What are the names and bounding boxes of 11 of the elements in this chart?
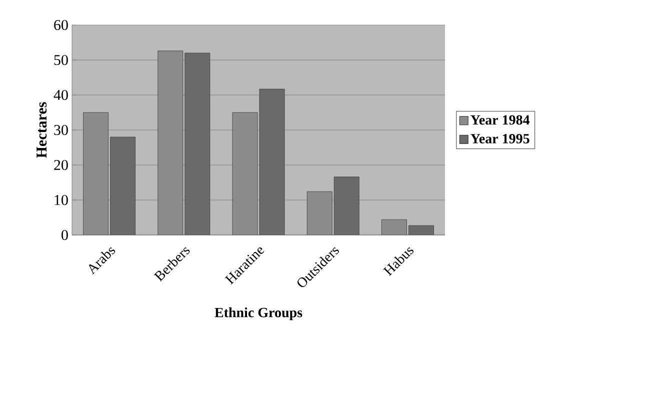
y-tick-label: 50 bbox=[54, 54, 68, 66]
x-axis-title: Ethnic Groups bbox=[214, 307, 302, 320]
legend-label: Year 1995 bbox=[470, 134, 530, 144]
y-tick-label: 40 bbox=[54, 90, 68, 100]
y-tick-label: 60 bbox=[54, 20, 68, 30]
y-tick-label: 20 bbox=[54, 160, 68, 170]
y-tick-label: 0 bbox=[62, 230, 68, 240]
y-tick-label: 30 bbox=[54, 124, 68, 136]
y-tick-label: 10 bbox=[54, 194, 68, 206]
y-axis-title: Hectares bbox=[36, 102, 47, 158]
legend-label: Year 1984 bbox=[470, 115, 530, 125]
